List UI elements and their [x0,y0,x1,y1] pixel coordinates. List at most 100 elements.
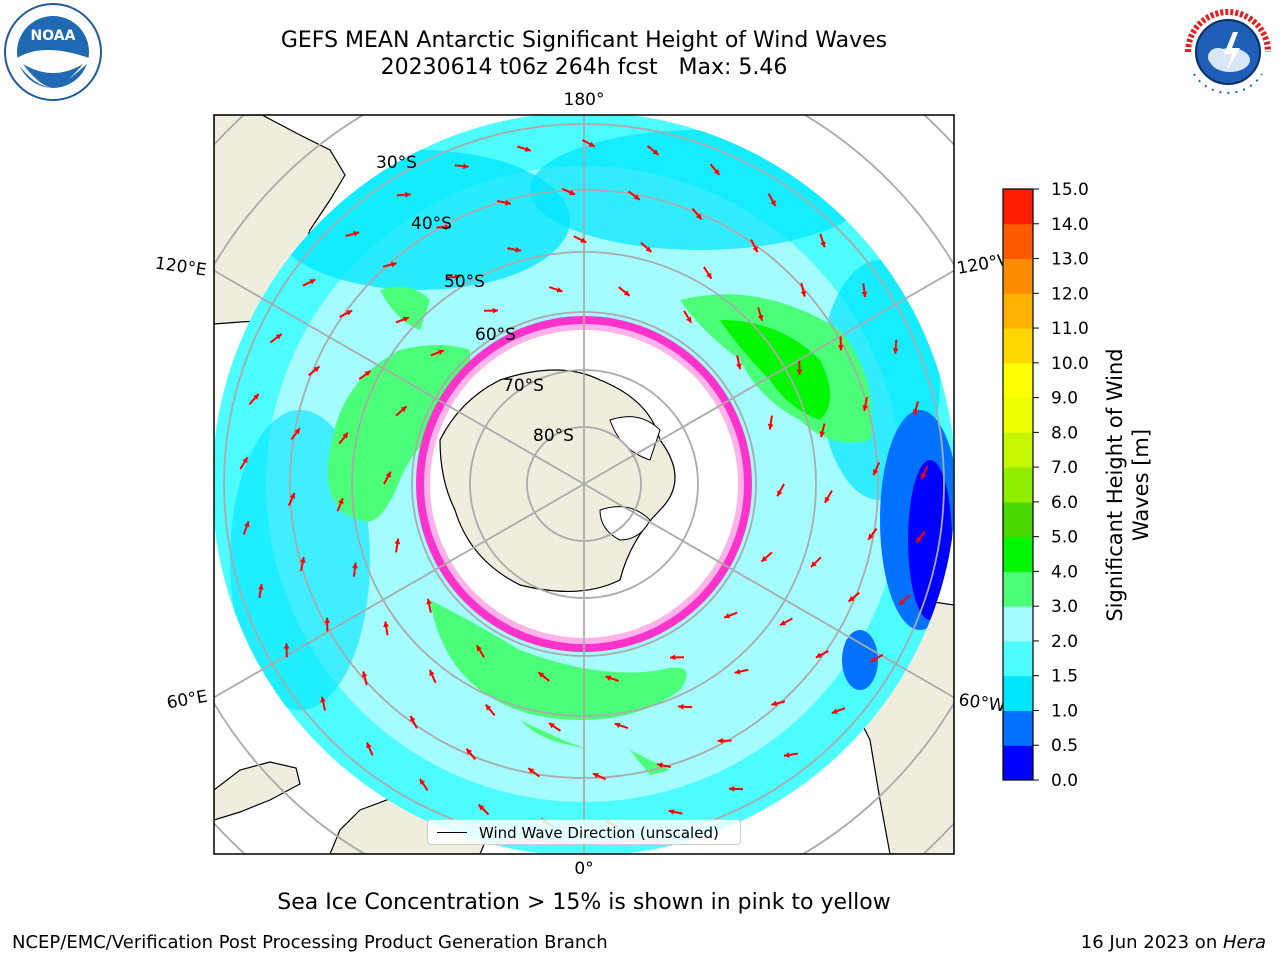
lat-label-40s: 40°S [411,214,452,234]
lat-label-50s: 50°S [444,272,485,292]
wind-wave-arrowhead [244,521,250,528]
colorbar-tick-label: 7.0 [1051,458,1078,478]
title-line-1: GEFS MEAN Antarctic Significant Height o… [280,28,888,53]
wind-wave-arrowhead [657,762,663,769]
wind-wave-arrowhead [912,409,919,415]
wind-wave-arrowhead [605,675,612,681]
wind-wave-arrowhead [569,189,576,196]
wind-wave-arrowhead [736,363,742,370]
map-legend: Wind Wave Direction (unscaled) [427,819,741,845]
lat-label-70s: 70°S [503,376,544,396]
wind-wave-arrowhead [364,370,371,377]
wind-wave-arrowhead [668,809,675,815]
colorbar-frame [1002,188,1034,781]
wind-wave-arrowhead [437,349,444,355]
footer-branch: NCEP/EMC/Verification Post Processing Pr… [12,932,608,953]
wind-wave-arrows [239,139,929,828]
colorbar-bin [1003,571,1033,607]
colorbar-bin [1003,328,1033,364]
ocean-field [214,115,954,854]
wind-wave-arrowhead [548,723,555,729]
wind-wave-arrowhead [466,748,473,755]
nws-logo [1180,4,1276,100]
wind-wave-arrowhead [410,715,416,722]
wind-wave-arrowhead [761,556,768,562]
wind-wave-arrowhead [492,307,498,314]
colorbar-bin [1003,362,1033,399]
wind-wave-arrowhead [353,231,360,237]
wind-wave-arrowhead [294,428,300,435]
wind-wave-arrowhead [872,469,879,476]
wind-wave-arrowhead [524,146,531,152]
wind-wave-arrowhead [580,237,587,243]
colorbar-tick-label: 11.0 [1051,319,1089,339]
graticule [214,115,954,854]
colorbar-tick-label: 12.0 [1051,284,1089,304]
wind-wave-arrowhead [728,786,735,792]
wind-wave-arrowhead [831,708,838,714]
lon-label-60e: 60°E [165,687,209,714]
wind-wave-arrowhead [614,722,621,729]
wind-wave-arrowhead [313,366,320,373]
wind-wave-arrowhead [385,471,391,478]
colorbar-bin [1003,397,1033,433]
colorbar-tick-label: 15.0 [1051,180,1089,200]
wind-wave-arrowhead [283,643,290,649]
colorbar-bin [1003,675,1033,711]
colorbar-tick-label: 10.0 [1051,354,1089,374]
wind-wave-arrowhead [780,620,787,626]
wind-wave-arrowhead [275,334,282,340]
footer-host: Hera [1222,932,1266,953]
wind-wave-arrowhead [538,672,545,678]
colorbar-tick-label: 6.0 [1051,493,1078,513]
wind-wave-arrowhead [770,200,776,207]
colorbar-bin [1003,223,1033,260]
title-line-2: 20230614 t06z 264h fcst Max: 5.46 [380,55,788,80]
caption: Sea Ice Concentration > 15% is shown in … [277,890,891,915]
legend-label: Wind Wave Direction (unscaled) [479,824,719,842]
lon-label-180: 180° [564,90,605,110]
wind-wave-arrowhead [463,163,469,170]
wind-wave-arrowhead [289,492,296,499]
wind-wave-arrowhead [403,316,409,322]
wind-wave-arrowhead [515,246,522,253]
wind-wave-arrowhead [257,584,264,590]
wind-wave-arrowhead [426,598,432,605]
lat-label-60s: 60°S [475,325,516,345]
colorbar-tick-label: 0.0 [1051,771,1078,791]
wind-wave-arrowhead [752,246,758,253]
wind-wave-arrowhead [916,536,922,543]
colorbar-bin [1003,710,1033,746]
wind-wave-arrowhead [706,272,712,279]
colorbar-bin [1003,432,1033,468]
wind-wave-arrowhead [419,778,426,785]
wind-wave-arrowhead [868,533,874,540]
wind-wave-arrowhead [777,490,783,497]
colorbar-tick-label: 8.0 [1051,423,1078,443]
wind-wave-arrowhead [429,669,435,676]
wind-wave-arrowhead [892,348,899,354]
wind-wave-arrowhead [299,557,306,563]
wind-wave-arrowhead [670,654,676,661]
wind-wave-arrowhead [338,498,344,505]
colorbar-bin [1003,745,1033,781]
wind-wave-arrowhead [734,668,741,675]
colorbar-bin [1003,640,1033,677]
colorbar-tick-label: 9.0 [1051,389,1078,409]
wind-wave-arrowhead [820,241,826,248]
wind-wave-arrowhead [253,393,259,400]
wind-wave-arrowhead [800,290,807,297]
wind-wave-arrowhead [592,772,599,779]
wind-wave-arrowhead [324,617,331,623]
colorbar-bin [1003,293,1033,329]
wind-wave-arrowhead [848,595,855,602]
lat-label-80s: 80°S [533,426,574,446]
wind-wave-arrowhead [394,538,401,545]
colorbar-bin [1003,189,1033,225]
colorbar-bin [1003,258,1033,294]
wind-wave-arrowhead [342,432,348,439]
wind-wave-arrowhead [309,279,316,285]
wind-wave-arrowhead [771,700,778,707]
wind-wave-arrowhead [366,742,372,749]
